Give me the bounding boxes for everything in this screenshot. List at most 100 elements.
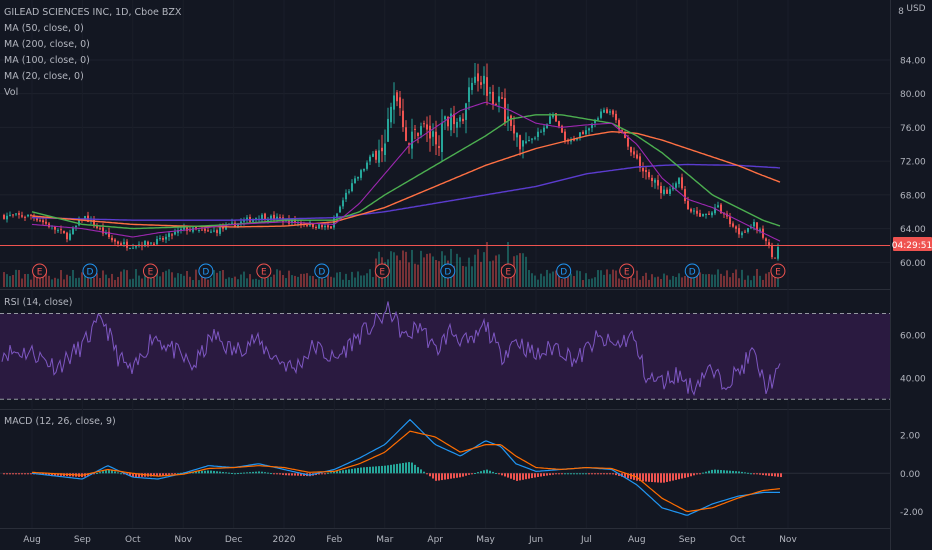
candle[interactable] — [603, 109, 605, 113]
candle[interactable] — [36, 217, 38, 221]
candle[interactable] — [24, 216, 26, 218]
candle[interactable] — [363, 168, 365, 171]
candle[interactable] — [84, 216, 86, 220]
candle[interactable] — [708, 213, 710, 215]
earnings-marker[interactable]: E — [619, 263, 635, 279]
candle[interactable] — [393, 95, 395, 110]
candle[interactable] — [531, 138, 533, 140]
earnings-marker[interactable]: E — [374, 263, 390, 279]
candle[interactable] — [279, 217, 281, 219]
candle[interactable] — [630, 146, 632, 153]
candle[interactable] — [261, 214, 263, 220]
candle[interactable] — [468, 87, 470, 102]
candle[interactable] — [696, 210, 698, 214]
candle[interactable] — [324, 225, 326, 228]
candle[interactable] — [174, 231, 176, 235]
candle[interactable] — [372, 153, 374, 157]
candle[interactable] — [702, 213, 704, 217]
candle[interactable] — [348, 191, 350, 193]
candle[interactable] — [585, 130, 587, 135]
symbol-title[interactable]: GILEAD SCIENCES INC, 1D, Cboe BZX — [4, 7, 182, 18]
candle[interactable] — [111, 237, 113, 241]
ma50-legend[interactable]: MA (50, close, 0) — [4, 23, 84, 34]
candle[interactable] — [342, 200, 344, 207]
candle[interactable] — [591, 123, 593, 129]
candle[interactable] — [126, 241, 128, 248]
candle[interactable] — [120, 243, 122, 245]
candle[interactable] — [759, 229, 761, 232]
candle[interactable] — [78, 219, 80, 226]
candle[interactable] — [510, 115, 512, 126]
candle[interactable] — [165, 236, 167, 240]
candle[interactable] — [444, 116, 446, 120]
candle[interactable] — [636, 154, 638, 159]
candle[interactable] — [492, 91, 494, 105]
candle[interactable] — [96, 225, 98, 228]
candle[interactable] — [402, 110, 404, 128]
candle[interactable] — [336, 213, 338, 218]
candle[interactable] — [426, 124, 428, 130]
candle[interactable] — [99, 228, 101, 230]
macd-legend[interactable]: MACD (12, 26, close, 9) — [4, 416, 116, 427]
candle[interactable] — [513, 125, 515, 134]
candle[interactable] — [555, 113, 557, 122]
candle[interactable] — [618, 120, 620, 130]
candle[interactable] — [600, 111, 602, 118]
candle[interactable] — [651, 177, 653, 182]
candle[interactable] — [66, 232, 68, 240]
candle[interactable] — [27, 214, 29, 217]
candle[interactable] — [465, 103, 467, 120]
candle[interactable] — [546, 124, 548, 129]
candle[interactable] — [528, 139, 530, 142]
candle[interactable] — [639, 156, 641, 169]
candle[interactable] — [186, 226, 188, 231]
candle[interactable] — [207, 230, 209, 232]
rsi-pane[interactable] — [1, 301, 781, 397]
candle[interactable] — [396, 92, 398, 102]
candle[interactable] — [381, 147, 383, 152]
candle[interactable] — [237, 223, 239, 228]
candle[interactable] — [195, 226, 197, 230]
candle[interactable] — [615, 113, 617, 121]
candle[interactable] — [495, 104, 497, 106]
candle[interactable] — [57, 230, 59, 232]
candle[interactable] — [180, 228, 182, 230]
candle[interactable] — [504, 98, 506, 124]
candle[interactable] — [405, 127, 407, 142]
candle[interactable] — [423, 123, 425, 125]
candle[interactable] — [447, 116, 449, 127]
candle[interactable] — [276, 216, 278, 220]
candle[interactable] — [501, 97, 503, 99]
candle[interactable] — [255, 218, 257, 220]
candle[interactable] — [129, 248, 131, 250]
candle[interactable] — [663, 189, 665, 194]
earnings-marker[interactable]: E — [142, 263, 158, 279]
candle[interactable] — [42, 220, 44, 223]
candle[interactable] — [699, 213, 701, 217]
candle[interactable] — [474, 76, 476, 83]
candle[interactable] — [765, 238, 767, 242]
candle[interactable] — [240, 221, 242, 224]
candle[interactable] — [486, 77, 488, 96]
candle[interactable] — [9, 214, 11, 216]
candle[interactable] — [102, 227, 104, 234]
candle[interactable] — [597, 118, 599, 120]
candle[interactable] — [357, 176, 359, 179]
candle[interactable] — [201, 229, 203, 231]
candle[interactable] — [243, 220, 245, 222]
candle[interactable] — [438, 146, 440, 149]
candle[interactable] — [156, 239, 158, 245]
candle[interactable] — [318, 224, 320, 229]
candle[interactable] — [633, 151, 635, 155]
candle[interactable] — [45, 221, 47, 224]
candle[interactable] — [264, 213, 266, 220]
candle[interactable] — [744, 231, 746, 233]
candle[interactable] — [669, 189, 671, 194]
candle[interactable] — [411, 131, 413, 149]
candle[interactable] — [321, 224, 323, 228]
candle[interactable] — [657, 180, 659, 186]
candle[interactable] — [594, 120, 596, 124]
candle[interactable] — [105, 232, 107, 235]
candle[interactable] — [459, 117, 461, 122]
earnings-marker[interactable]: E — [770, 263, 786, 279]
